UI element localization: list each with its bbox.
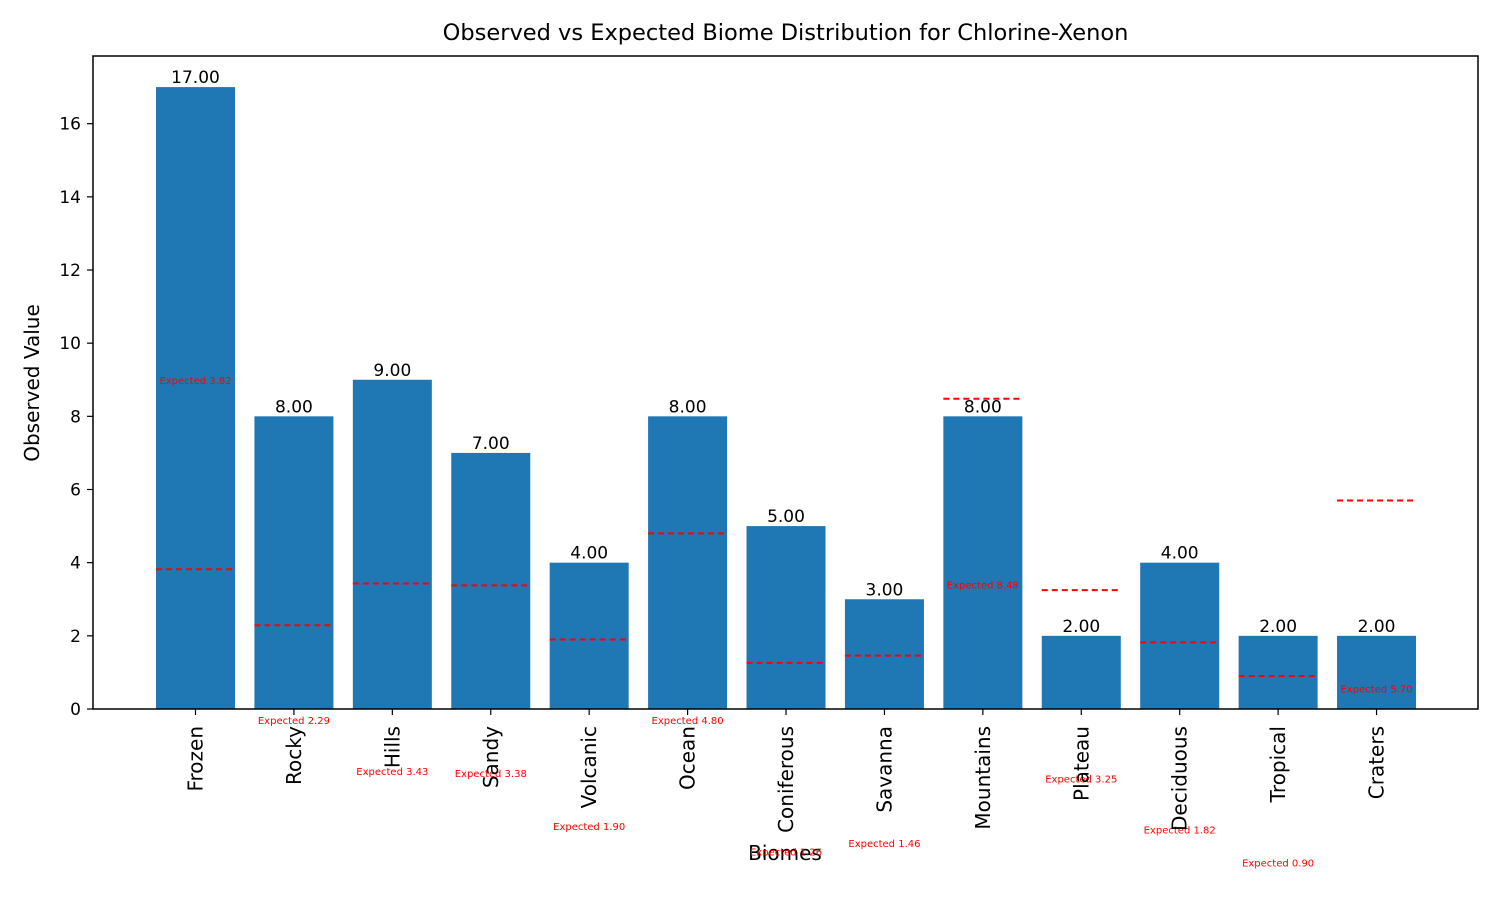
- bar-value-label: 2.00: [1259, 617, 1297, 637]
- chart-title: Observed vs Expected Biome Distribution …: [442, 20, 1129, 46]
- x-tick-label: Craters: [1365, 726, 1389, 799]
- bar: [1140, 562, 1220, 709]
- bar-value-label: 7.00: [472, 434, 510, 454]
- bar: [746, 526, 826, 709]
- x-tick-label: Hills: [380, 726, 404, 768]
- y-tick-label: 0: [70, 700, 81, 720]
- expected-label: Expected 5.70: [1340, 685, 1412, 696]
- bar: [1337, 635, 1417, 709]
- x-tick-label: Deciduous: [1168, 726, 1192, 831]
- bar-value-label: 5.00: [767, 507, 805, 527]
- expected-label: Expected 1.90: [553, 822, 625, 833]
- bar: [648, 416, 728, 709]
- bar-value-label: 2.00: [1358, 617, 1396, 637]
- bar-value-label: 9.00: [373, 361, 411, 381]
- x-tick-label: Savanna: [872, 726, 896, 813]
- y-tick-label: 6: [70, 481, 81, 501]
- x-tick-label: Volcanic: [577, 726, 601, 808]
- bar-value-label: 4.00: [1161, 544, 1199, 564]
- y-tick-label: 16: [59, 115, 81, 135]
- expected-label: Expected 8.48: [947, 581, 1019, 592]
- expected-label: Expected 3.82: [159, 376, 231, 387]
- expected-label: Expected 1.26: [750, 848, 822, 859]
- y-tick-label: 2: [70, 627, 81, 647]
- bar-value-label: 17.00: [171, 68, 220, 88]
- y-tick-label: 12: [59, 261, 81, 281]
- x-tick-label: Ocean: [676, 726, 700, 790]
- bar: [156, 87, 235, 710]
- x-tick-label: Plateau: [1069, 726, 1093, 801]
- expected-label: Expected 2.29: [258, 716, 330, 727]
- y-tick-label: 8: [70, 407, 81, 427]
- y-tick-label: 10: [59, 334, 81, 354]
- expected-label: Expected 1.46: [848, 839, 920, 850]
- expected-label: Expected 3.43: [356, 767, 428, 778]
- x-tick-label: Frozen: [184, 726, 208, 792]
- expected-label: Expected 4.80: [652, 716, 724, 727]
- expected-label: Expected 1.82: [1144, 826, 1216, 837]
- x-tick-label: Tropical: [1266, 726, 1290, 803]
- expected-label: Expected 3.38: [455, 769, 527, 780]
- bar: [844, 599, 924, 709]
- bar-value-label: 3.00: [866, 580, 904, 600]
- bar-value-label: 4.00: [570, 544, 608, 564]
- bar-value-label: 8.00: [669, 397, 707, 417]
- x-tick-label: Mountains: [971, 726, 995, 830]
- bar: [1238, 635, 1318, 709]
- bar: [943, 416, 1023, 709]
- bar: [451, 452, 531, 709]
- expected-label: Expected 3.25: [1045, 775, 1117, 786]
- x-axis-label: Biomes: [748, 841, 822, 865]
- x-tick-label: Coniferous: [774, 726, 798, 833]
- bar: [1041, 635, 1121, 709]
- bar-value-label: 8.00: [275, 397, 313, 417]
- bar-value-label: 8.00: [964, 397, 1002, 417]
- x-tick-label: Rocky: [282, 726, 306, 785]
- y-tick-label: 14: [59, 188, 81, 208]
- bar: [549, 562, 629, 709]
- expected-label: Expected 0.90: [1242, 859, 1314, 870]
- x-tick-label: Sandy: [479, 726, 503, 788]
- y-tick-label: 4: [70, 554, 81, 574]
- bar: [254, 416, 334, 709]
- bar: [352, 379, 432, 709]
- bar-value-label: 2.00: [1062, 617, 1100, 637]
